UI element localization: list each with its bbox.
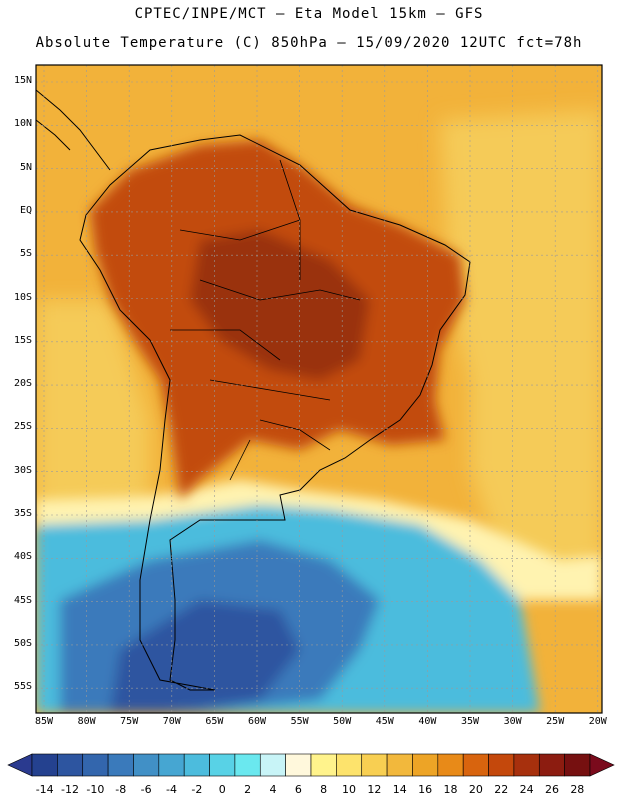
longitude-tick-label: 75W <box>120 716 139 727</box>
longitude-tick-label: 40W <box>418 716 437 727</box>
colorbar-swatch <box>564 753 591 777</box>
colorbar-tick-label: 24 <box>519 783 534 796</box>
colorbar-tick-label: 10 <box>342 783 357 796</box>
colorbar-tick-label: 26 <box>544 783 559 796</box>
colorbar-tick-label: -10 <box>86 783 105 796</box>
latitude-tick-label: 25S <box>13 421 32 433</box>
colorbar-tick-label: 28 <box>570 783 585 796</box>
latitude-tick-label: 35S <box>13 508 32 519</box>
longitude-tick-label: 20W <box>588 716 607 727</box>
longitude-tick-label: 65W <box>205 716 224 727</box>
colorbar-tick-label: 2 <box>244 783 252 796</box>
colorbar-low-arrow <box>7 753 33 777</box>
colorbar-tick-label: 16 <box>418 783 433 796</box>
chart-title-line-2: Absolute Temperature (C) 850hPa – 15/09/… <box>35 35 583 51</box>
colorbar-tick-label: -14 <box>35 783 54 796</box>
colorbar-swatch <box>234 753 261 777</box>
colorbar-tick-label: -2 <box>191 783 203 796</box>
longitude-tick-label: 50W <box>333 716 352 727</box>
colorbar-swatch <box>209 753 236 777</box>
colorbar-swatch <box>513 753 540 777</box>
latitude-tick-label: 15N <box>13 75 32 86</box>
longitude-tick-label: 60W <box>247 716 267 727</box>
latitude-tick-label: 5N <box>19 161 32 173</box>
country-borders <box>170 159 361 481</box>
colorbar-swatch <box>285 753 312 777</box>
colorbar-swatch <box>538 753 565 777</box>
colorbar-tick-label: 4 <box>269 783 277 796</box>
latitude-tick-label: 45S <box>13 594 32 606</box>
chart-title-line-1: CPTEC/INPE/MCT – Eta Model 15km – GFS <box>134 6 484 22</box>
colorbar-swatch <box>488 753 515 777</box>
colorbar-swatch <box>82 753 109 777</box>
colorbar-tick-label: -4 <box>166 783 177 796</box>
colorbar-swatch <box>386 753 413 777</box>
latitude-tick-label: 10N <box>13 118 32 130</box>
mild-pacific-region <box>36 300 150 520</box>
longitude-tick-label: 30W <box>503 716 522 727</box>
colorbar <box>7 753 615 777</box>
colorbar-high-arrow <box>589 753 615 777</box>
longitude-tick-label: 80W <box>77 716 96 727</box>
latitude-tick-label: 40S <box>13 551 32 563</box>
field-layer <box>36 65 602 713</box>
deepest-cold-region <box>110 600 300 713</box>
very-hot-land-region <box>190 230 370 380</box>
colorbar-swatch <box>437 753 464 777</box>
longitude-tick-label: 45W <box>375 716 394 727</box>
colorbar-swatch <box>158 753 185 777</box>
colorbar-swatch <box>31 753 58 777</box>
colorbar-tick-label: 20 <box>468 783 483 796</box>
mild-atlantic-region <box>440 110 602 580</box>
colorbar-swatch <box>107 753 134 777</box>
latitude-tick-label: 30S <box>13 464 32 476</box>
colorbar-tick-label: -12 <box>61 783 80 796</box>
longitude-tick-label: 70W <box>162 716 181 727</box>
colorbar-tick-label: 8 <box>320 783 328 796</box>
latitude-tick-label: 5S <box>19 248 32 260</box>
latitude-tick-label: EQ <box>19 204 32 216</box>
south-america-coastline <box>79 134 471 691</box>
colorbar-tick-label: 14 <box>392 783 407 796</box>
colorbar-tick-label: -6 <box>140 783 152 796</box>
colorbar-swatch <box>361 753 388 777</box>
latitude-tick-label: 50S <box>13 637 32 649</box>
colorbar-swatch <box>310 753 337 777</box>
latitude-tick-label: 55S <box>13 681 32 693</box>
colorbar-tick-label: 6 <box>294 783 302 796</box>
longitude-tick-label: 35W <box>460 716 480 727</box>
colorbar-tick-label: 22 <box>494 783 509 796</box>
colorbar-tick-label: 12 <box>367 783 382 796</box>
latitude-tick-label: 20S <box>13 378 32 390</box>
latitude-tick-label: 15S <box>13 334 32 346</box>
longitude-tick-label: 55W <box>290 716 309 727</box>
colorbar-swatch <box>57 753 84 777</box>
longitude-tick-label: 25W <box>546 716 565 727</box>
colorbar-swatch <box>462 753 489 777</box>
colorbar-swatch <box>412 753 439 777</box>
map-frame <box>35 64 603 714</box>
colorbar-tick-label: -8 <box>115 783 127 796</box>
longitude-tick-label: 85W <box>34 716 54 727</box>
graticule <box>36 65 602 713</box>
colorbar-tick-label: 18 <box>443 783 458 796</box>
colorbar-tick-label: 0 <box>218 783 226 796</box>
colorbar-swatch <box>336 753 363 777</box>
colorbar-swatch <box>183 753 210 777</box>
latitude-tick-label: 10S <box>13 291 32 303</box>
colorbar-swatch <box>259 753 286 777</box>
colorbar-swatch <box>133 753 160 777</box>
